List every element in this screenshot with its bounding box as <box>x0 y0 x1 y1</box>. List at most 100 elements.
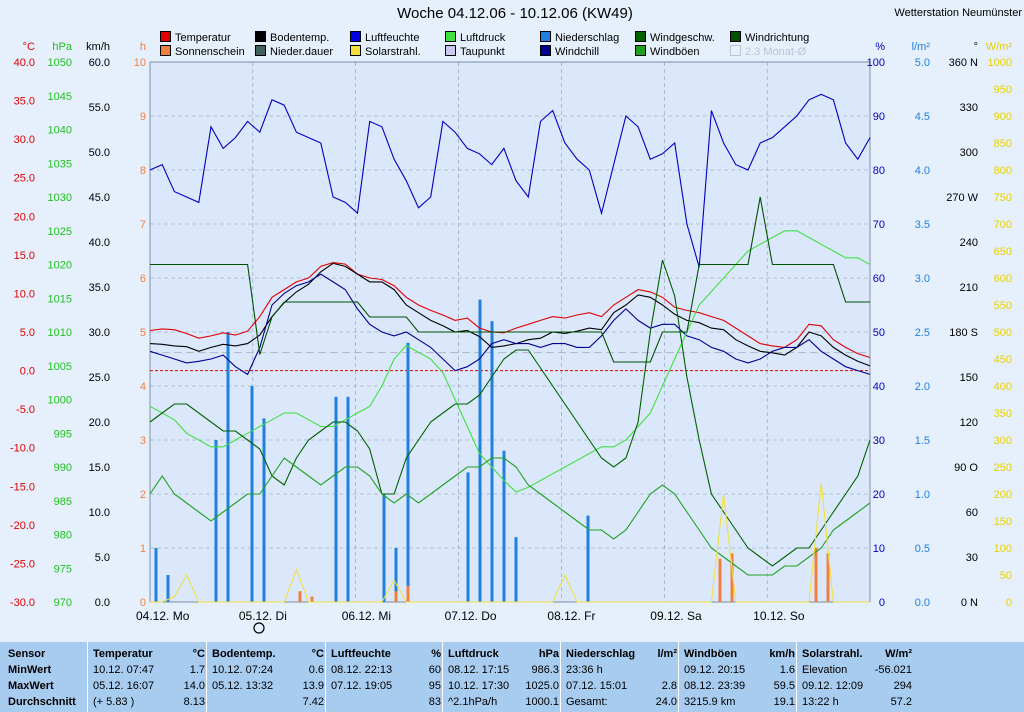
axis-tick-label: 120 <box>960 417 978 429</box>
axis-tick-label: 990 <box>54 462 72 474</box>
stats-column: Luftfeuchte% 08.12. 22:13 60 07.12. 19:05 95… <box>331 642 441 712</box>
stats-row-value: 57.2 <box>890 696 912 708</box>
x-tick-label: 09.12. Sa <box>650 609 702 623</box>
stats-column: Sensor MinWert MaxWert Durchschnitt <box>8 642 88 712</box>
axis-tick-label: -20.0 <box>10 520 35 532</box>
stats-row-date: 05.12. 16:07 <box>93 680 155 692</box>
stats-row-label: MaxWert <box>8 680 54 692</box>
legend-label: Niederschlag <box>555 32 620 44</box>
station-name: Wetterstation Neumünster <box>894 7 1022 19</box>
axis-tick-label: 80 <box>873 165 885 177</box>
stats-row-value: 83 <box>428 696 441 708</box>
stats-row-label: Durchschnitt <box>8 696 76 708</box>
axis-tick-label: 300 <box>960 147 978 159</box>
stats-unit: hPa <box>538 648 559 660</box>
bar-sonnenschein <box>298 591 302 602</box>
axis-tick-label: 700 <box>994 219 1012 231</box>
stats-row-date: (+ 5.83 ) <box>93 696 135 708</box>
series-line-luftdruck <box>149 230 871 493</box>
bar-sonnenschein <box>310 596 314 602</box>
series-line-bodentemp <box>149 262 871 367</box>
bar-niederschlag <box>478 299 482 602</box>
axis-tick-label: 35.0 <box>14 96 35 108</box>
axis-tick-label: 4.0 <box>915 165 930 177</box>
series-line-solarstrahl <box>150 483 870 603</box>
axis-tick-label: 300 <box>994 435 1012 447</box>
axis-tick-label: 950 <box>994 84 1012 96</box>
axis-tick-label: 975 <box>54 563 72 575</box>
axis-tick-label: 20 <box>873 489 885 501</box>
stats-row-value: 294 <box>893 680 912 692</box>
axis-tick-label: 1.5 <box>915 435 930 447</box>
axis-tick-label: 970 <box>54 597 72 609</box>
stats-panel: Sensor MinWert MaxWert Durchschnitt Temperat… <box>0 642 1024 712</box>
legend-label: Solarstrahl. <box>365 46 421 58</box>
axis-tick-label: 10 <box>134 57 146 69</box>
legend-swatch <box>445 31 456 42</box>
axis-tick-label: 1035 <box>48 158 72 170</box>
bar-niederschlag <box>502 450 506 602</box>
chart-axes: 40.035.030.025.020.015.010.05.00.0-5.0-1… <box>10 41 1012 609</box>
stats-separator <box>206 642 207 712</box>
x-tick-label: 06.12. Mi <box>342 609 391 623</box>
legend-item: Niederschlag <box>540 31 619 44</box>
legend-label: Luftfeuchte <box>365 32 420 44</box>
series-line-windben <box>149 457 871 576</box>
stats-row-value: 0.6 <box>308 664 324 676</box>
axis-tick-label: 35.0 <box>89 282 110 294</box>
bar-sonnenschein <box>826 553 830 602</box>
legend-swatch <box>255 45 266 56</box>
axis-tick-label: 2.0 <box>915 381 930 393</box>
axis-tick-label: 30 <box>966 552 978 564</box>
stats-header: Bodentemp. <box>212 648 276 660</box>
legend-swatch <box>445 45 456 56</box>
legend-item: Temperatur <box>160 31 231 44</box>
stats-column: Windböen km/h 09.12. 20:15 1.6 08.12. 23:39 5… <box>684 642 795 712</box>
axis-tick-label: 40 <box>873 381 885 393</box>
axis-tick-label: 40.0 <box>89 237 110 249</box>
stats-unit: °C <box>311 648 324 660</box>
axis-tick-label: 1040 <box>48 125 72 137</box>
axis-tick-label: 360 N <box>949 57 978 69</box>
axis-tick-label: 90 O <box>954 462 978 474</box>
bar-sonnenschein <box>406 585 410 602</box>
axis-tick-label: 100 <box>994 543 1012 555</box>
cursor-marker[interactable] <box>253 622 265 634</box>
axis-tick-label: 1000 <box>988 57 1012 69</box>
axis-tick-label: 0 <box>1006 597 1012 609</box>
bar-niederschlag <box>214 440 218 602</box>
stats-row-value: 24.0 <box>655 696 677 708</box>
bar-sonnenschein <box>730 553 734 602</box>
stats-row-date: 23:36 h <box>566 664 603 676</box>
bar-niederschlag <box>154 548 158 602</box>
stats-separator <box>796 642 797 712</box>
stats-separator <box>442 642 443 712</box>
axis-tick-label: 850 <box>994 138 1012 150</box>
axis-tick-label: 0.5 <box>915 543 930 555</box>
legend-item: Nieder.dauer <box>255 45 333 58</box>
axis-tick-label: 30.0 <box>89 327 110 339</box>
chart-title: Woche 04.12.06 - 10.12.06 (KW49) <box>397 5 633 22</box>
legend-item: Taupunkt <box>445 45 505 58</box>
stats-row-date: 08.12. 22:13 <box>331 664 393 676</box>
axis-tick-label: 60 <box>966 507 978 519</box>
stats-row-date: 08.12. 23:39 <box>684 680 746 692</box>
axis-unit-label: l/m² <box>912 41 931 53</box>
weather-chart: 40.035.030.025.020.015.010.05.00.0-5.0-1… <box>10 41 1012 634</box>
axis-tick-label: 1020 <box>48 260 72 272</box>
stats-row-date: 3215.9 km <box>684 696 736 708</box>
bar-niederschlag <box>490 321 494 602</box>
stats-column: Solarstrahl. W/m² Elevation -56.021 09.12. 1… <box>802 642 912 712</box>
stats-row-date: 10.12. 07:47 <box>93 664 155 676</box>
bar-sonnenschein <box>394 591 398 602</box>
stats-separator <box>325 642 326 712</box>
legend-item: Sonnenschein <box>160 45 245 58</box>
legend-label: Temperatur <box>175 32 231 44</box>
stats-row-date: ^2.1hPa/h <box>448 696 498 708</box>
axis-tick-label: 55.0 <box>89 102 110 114</box>
stats-row-value: 7.42 <box>302 696 324 708</box>
stats-separator <box>87 642 88 712</box>
legend-item: Windgeschw. <box>635 31 715 44</box>
legend-swatch <box>540 31 551 42</box>
axis-tick-label: 800 <box>994 165 1012 177</box>
